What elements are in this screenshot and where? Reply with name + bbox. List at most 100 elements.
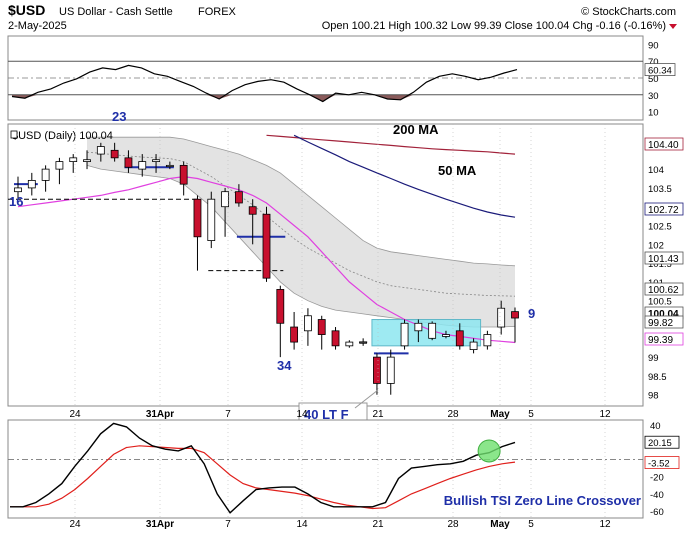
ohlc-readout: Open 100.21 High 100.32 Low 99.39 Close …	[322, 20, 666, 32]
price-x-label: 5	[528, 409, 534, 420]
candle	[469, 338, 478, 354]
ma20-tag-box	[644, 332, 684, 346]
lt-label-pointer	[354, 389, 379, 409]
price-panel: 9898.59999.5100100.5101101.5102102.51031…	[7, 109, 684, 426]
tsi-tick-label: -20	[650, 473, 664, 484]
bull-candle-body	[304, 315, 312, 332]
candle	[290, 312, 299, 350]
candle	[414, 319, 423, 343]
candle-legend-icon	[10, 130, 18, 139]
price-x-label: 28	[447, 409, 459, 420]
ma200-tag: 104.40	[648, 140, 679, 151]
watermark: © StockCharts.com	[581, 6, 676, 18]
bull-candle-body	[345, 341, 354, 347]
bear-candle-body	[110, 149, 119, 159]
bull-candle-body	[442, 334, 450, 337]
tsi-tick-label: -40	[650, 490, 664, 501]
bollinger-mid-line	[86, 151, 516, 297]
candle	[276, 285, 285, 358]
bullish-crossover-circle	[477, 439, 501, 463]
candle	[345, 340, 354, 348]
tsi-x-label: May	[490, 519, 510, 530]
tsi-tag-box	[644, 456, 680, 469]
bull-candle-body	[41, 168, 50, 181]
ma200-line	[266, 134, 516, 155]
bull-candle-body	[386, 356, 395, 384]
bb-mid-tag-box	[644, 282, 684, 296]
ma50-label: 50 MA	[438, 163, 477, 178]
candle	[221, 187, 229, 237]
tsi-x-label: 14	[296, 519, 308, 530]
bear-candle-body	[179, 164, 188, 185]
ma200-tag-box	[644, 137, 684, 151]
bull-candle-body	[483, 334, 492, 347]
rsi-line	[11, 64, 518, 103]
rsi-latest-box	[644, 63, 676, 76]
candle	[331, 327, 340, 350]
rsi-tick-label: 70	[648, 57, 659, 68]
candle	[69, 154, 78, 173]
bull-candle-body	[414, 322, 423, 332]
candle	[400, 319, 409, 350]
rsi-latest-value: 60.34	[648, 66, 672, 77]
candle	[207, 191, 216, 249]
price-tick-label: 98.5	[648, 372, 667, 383]
count-label-23: 23	[112, 109, 126, 124]
price-x-label: 24	[69, 409, 81, 420]
tsi-x-label: 7	[225, 519, 231, 530]
bull-candle-body	[96, 146, 105, 155]
tsi-x-label: 24	[69, 519, 81, 530]
rsi-tick-label: 30	[648, 91, 659, 102]
price-tick-label: 103.5	[648, 184, 672, 195]
bull-candle-body	[138, 161, 147, 170]
rsi-panel: 10 30 50 70 90 60.34	[7, 35, 676, 121]
bull-candle-body	[152, 159, 160, 163]
candle	[83, 150, 91, 170]
bull-candle-body	[428, 322, 437, 339]
bear-candle-body	[193, 198, 202, 238]
candle	[511, 307, 519, 343]
bull-candle-body	[83, 159, 91, 163]
bull-candle-body	[165, 164, 174, 167]
bb-upper-tag-box	[644, 251, 684, 265]
tsi-line	[10, 422, 516, 514]
instrument-name: US Dollar - Cash Settle	[59, 6, 173, 18]
candle	[14, 176, 22, 200]
candle	[483, 330, 492, 350]
rsi-tick-label: 90	[648, 40, 659, 51]
price-x-label: 12	[599, 409, 611, 420]
candle	[27, 172, 36, 196]
bear-candle-body	[317, 319, 326, 335]
candle	[428, 321, 437, 341]
price-tick-label: 104	[648, 165, 664, 176]
bear-candle-body	[511, 311, 519, 319]
price-tick-label: 99	[648, 353, 659, 364]
tsi-tick-label: 40	[650, 421, 661, 432]
tsi-tick-label: -60	[650, 507, 664, 518]
tsi-annotation: Bullish TSI Zero Line Crossover	[444, 493, 641, 508]
count-label-16: 16	[9, 194, 23, 209]
price-x-label: 7	[225, 409, 231, 420]
bull-candle-body	[69, 157, 78, 162]
candle	[110, 142, 119, 162]
price-x-label: 21	[372, 409, 384, 420]
close-tag: 100.04	[648, 309, 679, 320]
price-x-label: 31Apr	[146, 409, 174, 420]
candle	[179, 161, 188, 196]
bb-lower-tag-box	[644, 315, 684, 329]
tsi-tag-box	[644, 435, 680, 449]
bb-lower-tag: 99.82	[648, 318, 673, 329]
tsi-tag: 20.15	[648, 438, 672, 449]
candle	[497, 300, 506, 335]
candle	[234, 184, 243, 207]
bear-candle-body	[248, 206, 257, 215]
candle	[96, 142, 105, 162]
bull-candle-body	[400, 322, 409, 347]
candle	[386, 349, 395, 395]
candle	[55, 157, 64, 185]
ma20-tag: 99.39	[648, 335, 673, 346]
tsi-x-label: 28	[447, 519, 459, 530]
candle	[248, 199, 257, 245]
